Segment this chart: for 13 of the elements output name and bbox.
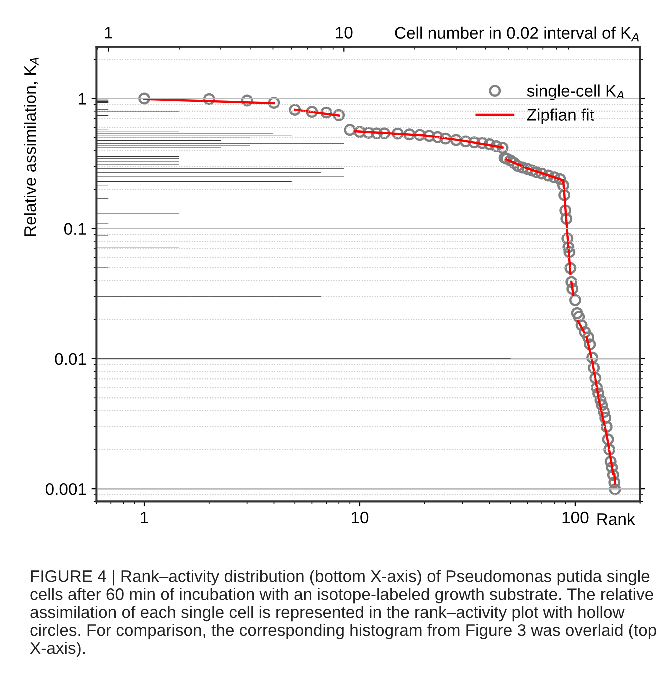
y-tick-label: 0.01 xyxy=(55,353,86,366)
x-tick-label: 10 xyxy=(352,512,369,524)
x-axis-title: Cell number in 0.02 interval of K$_{A}$ xyxy=(395,26,639,42)
caption: FIGURE 4 | Rank–activity distribution (bottom X-axis) of Pseudomonas putida single cells after 60 min of incubation with an isotope-labeled growth substrate. The relative assimilation of each single cell is represented in the rank–activity plot with hollow circles. For comparison, the corresponding histogram from Figure 3 was overlaid (top X-axis). xyxy=(30,570,656,658)
x-tick-label: 100 xyxy=(562,512,589,524)
legend-label: Zipfian fit xyxy=(527,108,594,124)
y-tick-label: 0.001 xyxy=(46,483,86,496)
y-tick-label: 1 xyxy=(78,93,86,105)
x-tick-label: 10 xyxy=(336,27,353,39)
x-tick-label: 1 xyxy=(141,512,148,524)
x-axis-title: Rank xyxy=(598,513,636,526)
y-tick-label: 0.1 xyxy=(64,223,86,236)
y-axis-title: Relative assimilation, K$_{A}$ xyxy=(24,58,39,236)
